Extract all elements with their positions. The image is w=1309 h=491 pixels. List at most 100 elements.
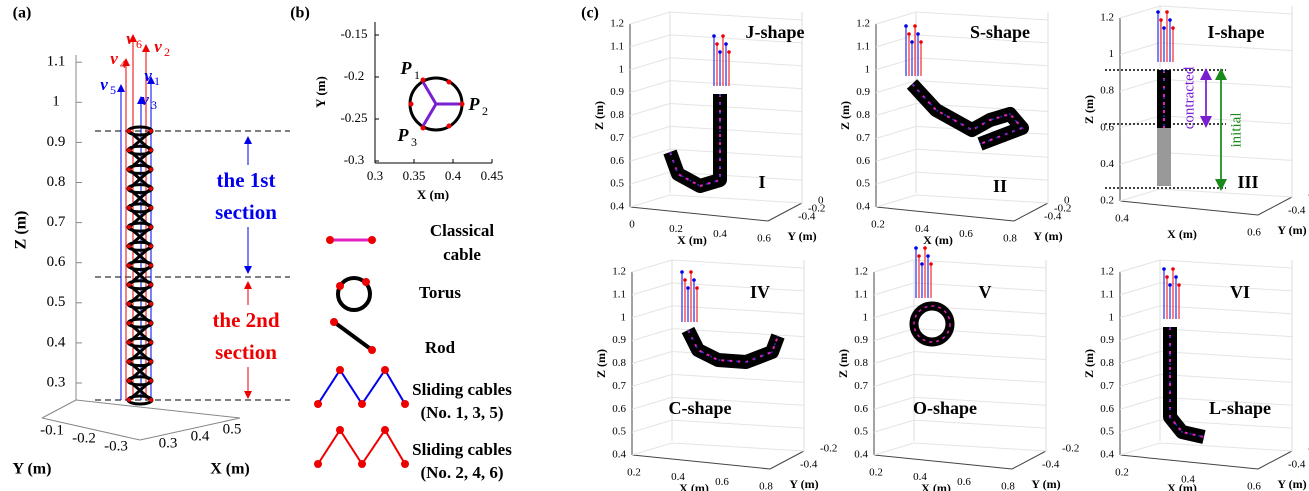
cable-label-sub: 5: [110, 83, 116, 97]
grid-line: [630, 35, 670, 47]
node: [1165, 10, 1169, 14]
node: [336, 426, 344, 434]
node: [149, 379, 153, 383]
node: [409, 102, 414, 107]
point-label: P: [397, 125, 410, 145]
shape-label: J-shape: [745, 22, 804, 42]
node: [907, 32, 911, 36]
node: [712, 34, 716, 38]
grid-line: [670, 104, 802, 112]
rod: [423, 104, 436, 126]
node: [314, 460, 322, 468]
grid-line: [876, 12, 916, 24]
x-tick-label: 0.35: [403, 168, 426, 183]
z-tick-label: 0.4: [1100, 449, 1114, 461]
section-label: the 1st: [217, 168, 276, 192]
grid-line: [914, 329, 1046, 337]
node: [149, 321, 153, 325]
z-tick-label: 0.4: [856, 201, 870, 213]
line: [42, 400, 76, 418]
z-tick-label: 0.7: [612, 380, 626, 392]
node: [149, 302, 153, 306]
z-tick-label: 0.8: [47, 174, 66, 190]
legend-icon: [334, 322, 372, 350]
x-axis-label: X (m): [1167, 481, 1197, 491]
grid-line: [672, 420, 804, 428]
z-tick-label: 0.2: [1100, 195, 1114, 207]
node: [127, 244, 131, 248]
robot: [1170, 327, 1204, 437]
x-axis-label: X (m): [417, 187, 449, 202]
torus: [128, 165, 152, 173]
point-label-sub: 2: [482, 104, 488, 118]
panel-label: (c): [581, 5, 599, 22]
grid-line: [630, 195, 670, 207]
numeral-label: IV: [750, 282, 770, 302]
node: [127, 225, 131, 229]
z-tick-label: 0.5: [610, 178, 624, 190]
z-tick-label: 0.6: [854, 403, 868, 415]
torus: [128, 262, 152, 270]
x-axis-label: X (m): [210, 461, 250, 478]
z-tick-label: 1.2: [612, 266, 626, 278]
robot-initial: [1157, 128, 1171, 186]
node: [127, 360, 131, 364]
node: [336, 282, 344, 290]
legend-label: Rod: [425, 338, 456, 357]
node: [680, 270, 684, 274]
line: [1120, 455, 1258, 469]
legend-label: (No. 1, 3, 5): [420, 403, 503, 422]
node: [1156, 10, 1160, 14]
z-axis-label: Z (m): [838, 101, 852, 130]
z-tick-label: 1.1: [47, 54, 66, 70]
grid-line: [630, 12, 670, 24]
robot: [670, 94, 720, 186]
torus: [128, 300, 152, 308]
panel-label: (a): [13, 5, 32, 22]
z-tick-label: 0.6: [612, 403, 626, 415]
grid-line: [874, 306, 914, 318]
node: [904, 24, 908, 28]
z-tick-label: 1.1: [610, 40, 624, 52]
grid-line: [876, 58, 916, 70]
z-tick-label: 1.2: [610, 18, 624, 30]
grid-line: [1120, 374, 1160, 386]
z-tick-label: 0.9: [612, 334, 626, 346]
z-tick-label: 0.6: [1100, 121, 1114, 133]
numeral-label: III: [1237, 172, 1258, 192]
y-axis-label: Y (m): [1033, 229, 1062, 243]
y-tick-label: -0.2: [1062, 443, 1079, 455]
node: [695, 286, 699, 290]
shape-label: C-shape: [668, 398, 731, 418]
node: [724, 42, 728, 46]
z-tick-label: 0.9: [47, 134, 66, 150]
rod: [423, 82, 436, 104]
point-label-sub: 1: [414, 68, 420, 82]
grid-line: [630, 126, 670, 138]
legend-label: Classical: [430, 221, 495, 240]
grid-line: [1160, 329, 1292, 337]
z-tick-label: 0.5: [612, 426, 626, 438]
shape-label: I-shape: [1207, 22, 1264, 42]
z-tick-label: 0.9: [854, 334, 868, 346]
grid-line: [632, 420, 672, 432]
grid-line: [874, 443, 914, 455]
shape-label: S-shape: [970, 22, 1030, 42]
node: [149, 340, 153, 344]
node: [127, 148, 131, 152]
node: [368, 346, 376, 354]
z-tick-label: 0.8: [854, 357, 868, 369]
grid-line: [670, 58, 802, 66]
x-tick-label: 0.8: [1001, 481, 1015, 491]
y-tick-label: -0.4: [800, 459, 818, 471]
grid-line: [874, 329, 914, 341]
grid-line: [1120, 397, 1160, 409]
torus: [128, 204, 152, 212]
z-tick-label: 0.7: [856, 132, 870, 144]
node: [689, 270, 693, 274]
x-tick-label: 0.2: [869, 467, 883, 479]
node: [421, 78, 426, 83]
grid-line: [876, 104, 916, 116]
y-axis-label: Y (m): [1277, 223, 1306, 237]
node: [127, 340, 131, 344]
